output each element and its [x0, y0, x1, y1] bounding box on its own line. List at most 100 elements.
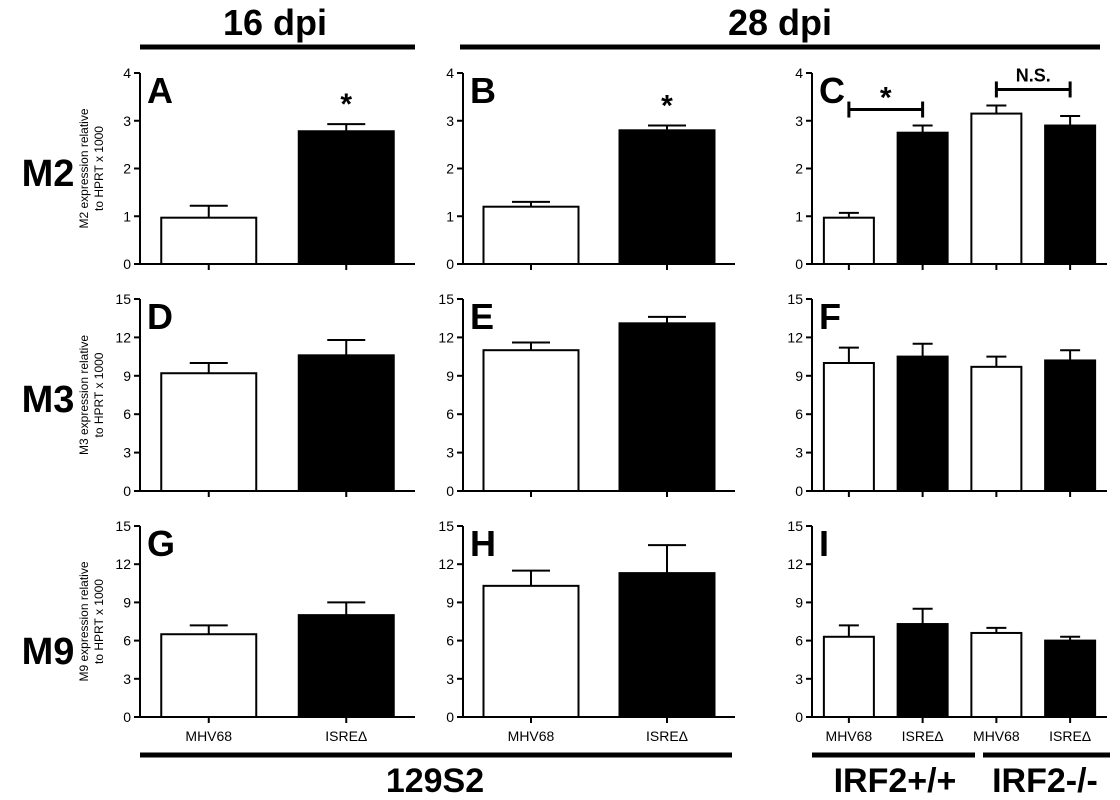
bar: [822, 635, 875, 719]
y-tick-label: 12: [787, 556, 803, 572]
bar: [618, 572, 716, 719]
y-tick-label: 0: [446, 256, 454, 272]
y-tick-label: 6: [123, 633, 131, 649]
significance-star: *: [340, 88, 352, 121]
y-tick-label: 0: [795, 256, 803, 272]
y-axis-label: to HPRT x 1000: [92, 352, 106, 437]
y-tick-label: 3: [795, 445, 803, 461]
panel-c: 0 1 2 3 4 C * N.S.: [795, 65, 1107, 272]
x-tick-label: ISREΔ: [1049, 728, 1091, 744]
panel-b: 0 1 2 3 4 B *: [446, 65, 735, 272]
y-axis-label: M2 expression relative: [77, 108, 91, 228]
x-tick-label: MHV68: [973, 728, 1020, 744]
panel-f: 0 3 6 9 12 15 F: [787, 291, 1107, 499]
y-tick-label: 6: [795, 406, 803, 422]
y-tick-label: 15: [115, 291, 131, 307]
header-16dpi: 16 dpi: [223, 2, 327, 43]
x-tick-label: MHV68: [185, 728, 232, 744]
y-tick-label: 0: [123, 709, 131, 725]
panel-a: 0 1 2 3 4 M2 expression relative to HPRT x 100…: [77, 65, 415, 272]
x-tick-label: MHV68: [508, 728, 555, 744]
panel-g: 0 3 6 9 12 15 M9 expression relative to HPRT x …: [77, 518, 415, 744]
y-tick-label: 0: [123, 256, 131, 272]
bar: [970, 631, 1023, 719]
y-axis-label: to HPRT x 1000: [92, 579, 106, 664]
y-tick-label: 9: [123, 368, 131, 384]
y-tick-label: 15: [787, 518, 803, 534]
bar: [297, 130, 395, 265]
y-tick-label: 2: [123, 161, 131, 177]
y-tick-label: 9: [795, 368, 803, 384]
bar: [482, 584, 580, 719]
x-tick-label: ISREΔ: [325, 728, 367, 744]
panel-e: 0 3 6 9 12 15 E: [438, 291, 735, 499]
footer-ko: IRF2-/-: [992, 762, 1098, 800]
y-tick-label: 12: [438, 556, 454, 572]
panel-letter: A: [147, 70, 173, 111]
bar: [160, 372, 258, 492]
y-axis-label: M3 expression relative: [77, 335, 91, 455]
y-tick-label: 9: [446, 594, 454, 610]
bar: [1044, 639, 1097, 718]
comparison-label: N.S.: [1016, 65, 1051, 85]
header-28dpi: 28 dpi: [728, 2, 832, 43]
panel-letter: E: [470, 296, 494, 337]
y-tick-label: 1: [446, 208, 454, 224]
x-tick-label: ISREΔ: [902, 728, 944, 744]
panel-i: 0 3 6 9 12 15 I MHV68 ISREΔ MHV68 ISREΔ: [787, 518, 1107, 744]
bar: [896, 355, 949, 492]
bar: [297, 354, 395, 492]
x-tick-label: ISREΔ: [646, 728, 688, 744]
y-tick-label: 3: [123, 671, 131, 687]
y-tick-label: 6: [446, 406, 454, 422]
panel-letter: G: [147, 523, 175, 564]
y-tick-label: 9: [123, 594, 131, 610]
y-tick-label: 12: [115, 556, 131, 572]
y-tick-label: 15: [115, 518, 131, 534]
bar: [160, 216, 258, 265]
bar: [896, 623, 949, 719]
y-tick-label: 6: [446, 633, 454, 649]
bar: [970, 365, 1023, 492]
y-tick-label: 0: [795, 483, 803, 499]
row-label-m9: M9: [22, 631, 75, 673]
panel-h: 0 3 6 9 12 15 H MHV68 ISREΔ: [438, 518, 735, 744]
y-tick-label: 1: [123, 208, 131, 224]
y-tick-label: 12: [115, 329, 131, 345]
bar: [482, 349, 580, 493]
y-tick-label: 2: [446, 161, 454, 177]
y-tick-label: 15: [438, 518, 454, 534]
bar: [822, 362, 875, 492]
panel-letter: C: [819, 70, 845, 111]
y-tick-label: 1: [795, 208, 803, 224]
comparison-label: *: [880, 82, 892, 115]
y-tick-label: 0: [795, 709, 803, 725]
y-tick-label: 6: [123, 406, 131, 422]
y-tick-label: 3: [123, 113, 131, 129]
y-tick-label: 3: [795, 113, 803, 129]
panel-letter: H: [470, 523, 496, 564]
bar: [618, 322, 716, 492]
y-tick-label: 12: [787, 329, 803, 345]
y-tick-label: 3: [123, 445, 131, 461]
bar: [160, 633, 258, 719]
panel-letter: I: [819, 523, 829, 564]
bar: [896, 131, 949, 265]
row-label-m2: M2: [22, 153, 75, 195]
y-tick-label: 4: [123, 65, 131, 81]
y-tick-label: 0: [446, 483, 454, 499]
significance-star: *: [661, 90, 673, 123]
bar: [970, 112, 1023, 266]
bar: [1044, 124, 1097, 266]
y-axis-label: to HPRT x 1000: [92, 126, 106, 211]
panel-d: 0 3 6 9 12 15 M3 expression relative to HPRT x …: [77, 291, 415, 499]
y-tick-label: 6: [795, 633, 803, 649]
y-tick-label: 4: [446, 65, 454, 81]
y-tick-label: 3: [795, 671, 803, 687]
y-tick-label: 0: [123, 483, 131, 499]
panel-letter: B: [470, 70, 496, 111]
y-tick-label: 2: [795, 161, 803, 177]
footer-wt: IRF2+/+: [834, 762, 957, 800]
